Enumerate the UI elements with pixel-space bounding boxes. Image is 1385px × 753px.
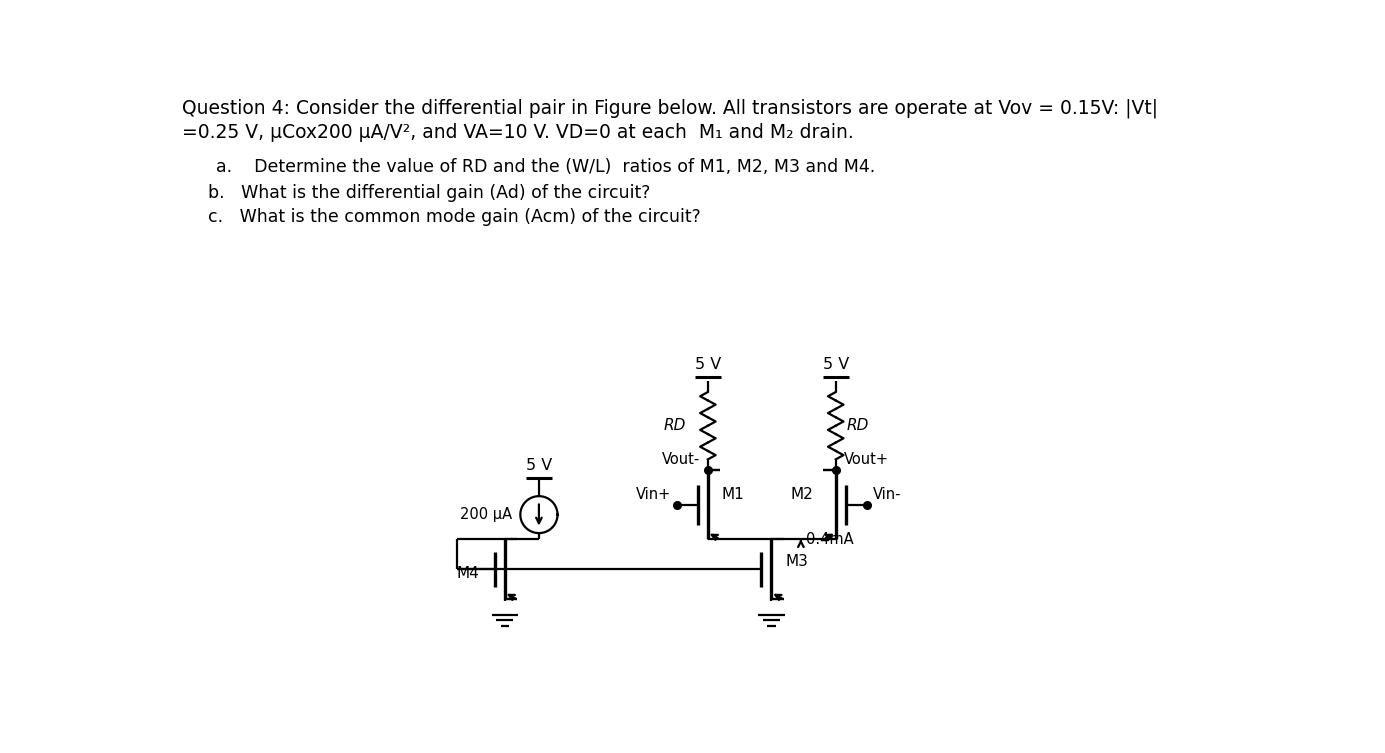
Text: 200 μA: 200 μA [460, 507, 512, 522]
Text: RD: RD [846, 418, 868, 433]
Text: 5 V: 5 V [695, 357, 722, 372]
Text: Vin-: Vin- [873, 486, 902, 501]
Text: M3: M3 [785, 554, 809, 569]
Text: M2: M2 [791, 486, 813, 501]
Text: Vin+: Vin+ [636, 486, 670, 501]
Text: 0.4mA: 0.4mA [806, 532, 855, 547]
Text: =0.25 V, μCox200 μA/V², and VA=10 V. VD=0 at each  M₁ and M₂ drain.: =0.25 V, μCox200 μA/V², and VA=10 V. VD=… [183, 123, 855, 142]
Text: RD: RD [663, 418, 686, 433]
Text: c.   What is the common mode gain (Acm) of the circuit?: c. What is the common mode gain (Acm) of… [208, 208, 701, 226]
Text: b.   What is the differential gain (Ad) of the circuit?: b. What is the differential gain (Ad) of… [208, 184, 651, 202]
Text: 5 V: 5 V [823, 357, 849, 372]
Text: Vout+: Vout+ [843, 452, 889, 467]
Text: M1: M1 [722, 486, 745, 501]
Text: M4: M4 [457, 566, 479, 581]
Text: 5 V: 5 V [526, 458, 553, 473]
Text: Question 4: Consider the differential pair in Figure below. All transistors are : Question 4: Consider the differential pa… [183, 99, 1158, 118]
Text: Vout-: Vout- [662, 452, 701, 467]
Text: a.    Determine the value of RD and the (W/L)  ratios of M1, M2, M3 and M4.: a. Determine the value of RD and the (W/… [216, 158, 875, 176]
